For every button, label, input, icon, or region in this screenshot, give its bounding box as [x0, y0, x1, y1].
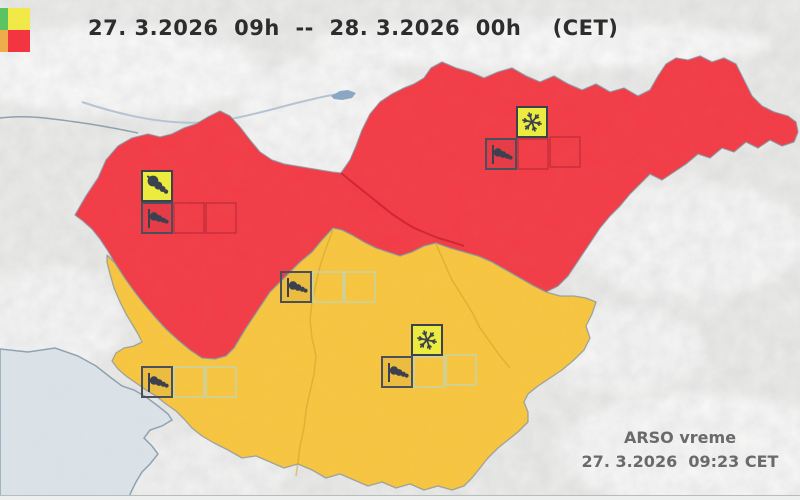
wind-gust-icon	[147, 175, 169, 194]
validity-period: 27. 3.2026 09h -- 28. 3.2026 00h (CET)	[88, 16, 619, 40]
snow-warning-box	[516, 106, 548, 138]
warning-cell-empty	[173, 366, 205, 398]
legend-swatch-orange	[0, 30, 8, 52]
legend-swatch-yellow	[8, 8, 30, 30]
warning-group-central-slovenia	[280, 271, 376, 303]
warning-cell-empty	[413, 356, 445, 388]
warning-group-sw-slovenia	[141, 366, 237, 398]
warning-cell-empty	[445, 354, 477, 386]
wind-warning-box	[280, 271, 312, 303]
wind-sock-icon	[148, 373, 169, 392]
wind-sock-icon	[492, 145, 513, 164]
warning-group-ne-slovenia	[485, 106, 581, 170]
snowflake-icon	[522, 112, 542, 132]
warning-cell-empty	[173, 202, 205, 234]
snowflake-icon	[417, 330, 437, 350]
wind-warning-box	[485, 138, 517, 170]
warning-cell-empty	[549, 136, 581, 168]
map-bottom-strip	[0, 496, 800, 500]
source-label: ARSO vreme	[623, 428, 737, 447]
warning-cell-empty	[312, 271, 344, 303]
warning-group-nw-slovenia	[141, 170, 237, 234]
wind-warning-box	[141, 366, 173, 398]
legend-swatch-red	[8, 30, 30, 52]
wind-sock-icon	[287, 278, 308, 297]
wind-sock-icon	[388, 363, 409, 382]
issue-timestamp: 27. 3.2026 09:23 CET	[581, 452, 779, 471]
warning-icons-layer	[141, 106, 581, 398]
warning-cell-empty	[205, 366, 237, 398]
wind-warning-box	[141, 202, 173, 234]
warning-group-se-slovenia	[381, 324, 477, 388]
gust-warning-box	[141, 170, 173, 202]
warning-cell-empty	[344, 271, 376, 303]
legend-swatch-green	[0, 8, 8, 30]
wind-warning-box	[381, 356, 413, 388]
snow-warning-box	[411, 324, 443, 356]
wind-sock-icon	[148, 209, 169, 228]
warning-level-legend	[0, 8, 30, 52]
warning-cell-empty	[517, 138, 549, 170]
warning-cell-empty	[205, 202, 237, 234]
attribution: ARSO vreme 27. 3.2026 09:23 CET	[560, 428, 800, 471]
